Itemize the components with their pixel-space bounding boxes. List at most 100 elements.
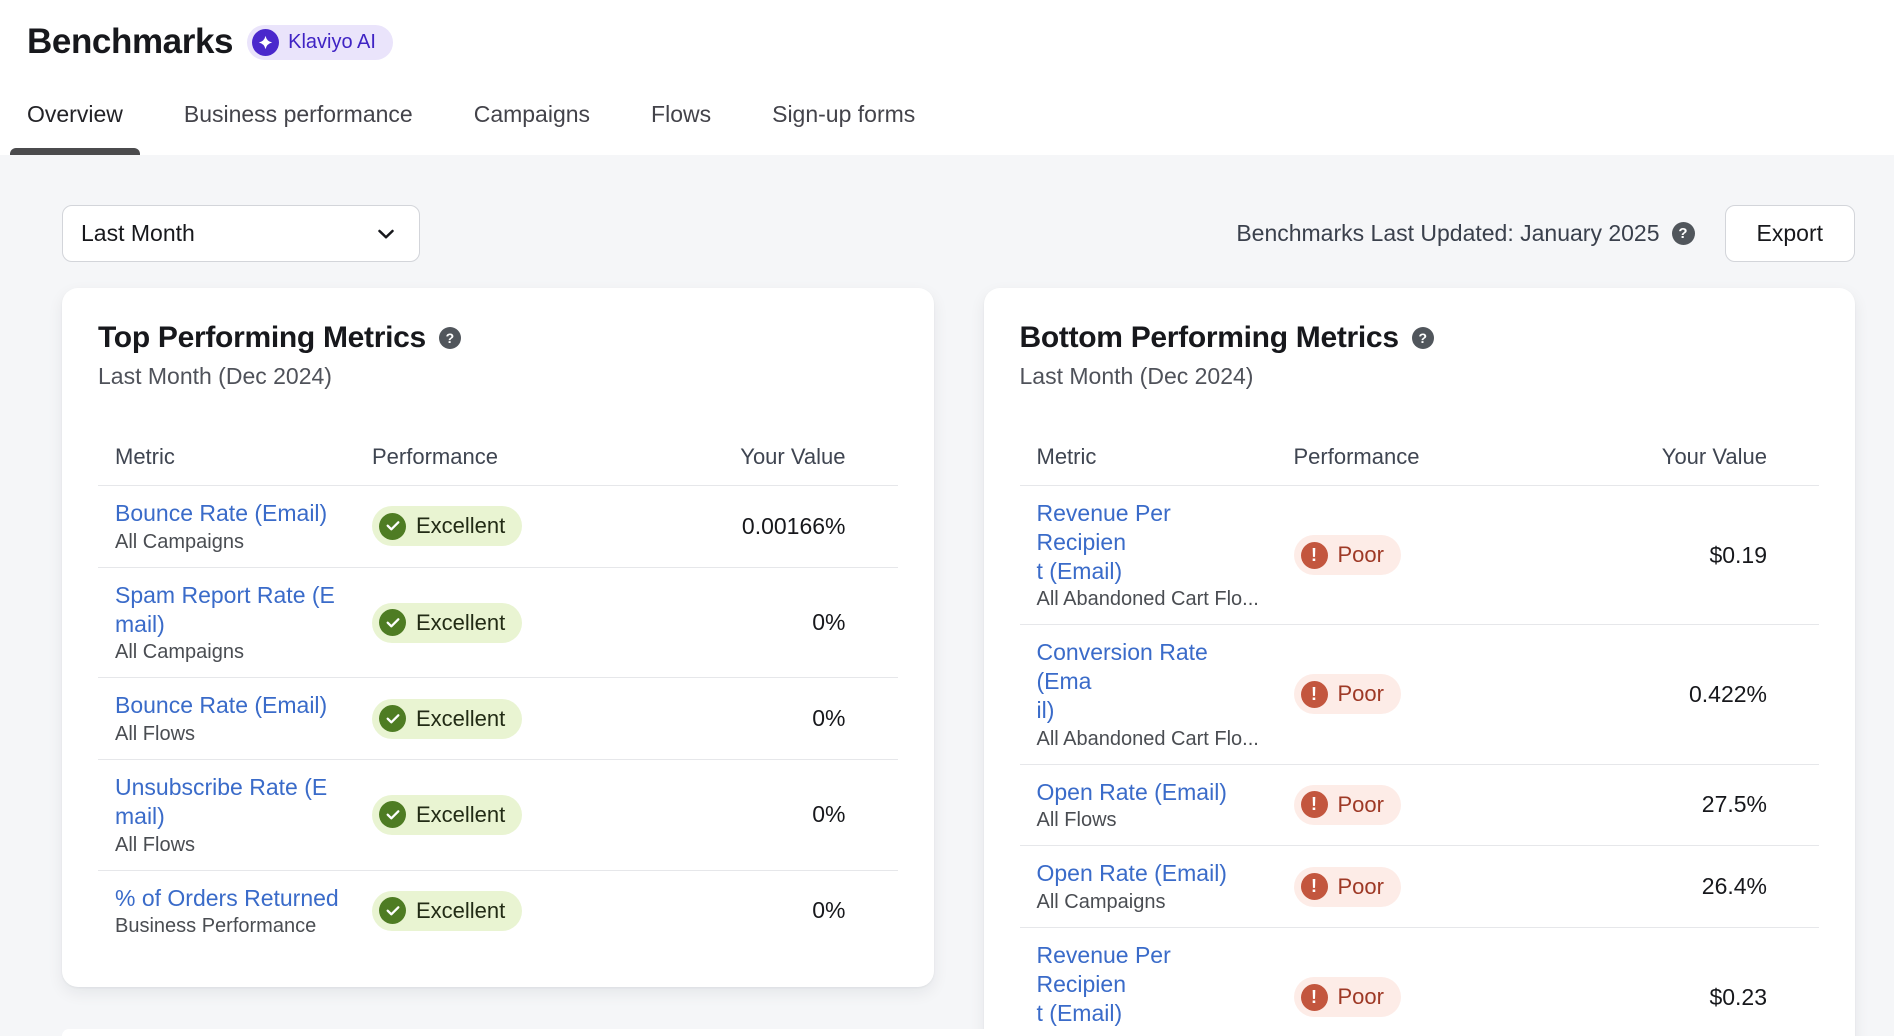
metric-value: 0.00166%: [741, 512, 846, 539]
metric-context: All Campaigns: [115, 530, 244, 553]
exclamation-circle-icon: !: [1300, 873, 1328, 901]
toolbar: Last Month Benchmarks Last Updated: Janu…: [62, 205, 1855, 262]
performance-label: Poor: [1337, 791, 1384, 817]
performance-badge: Excellent: [372, 890, 523, 931]
page-body: Last Month Benchmarks Last Updated: Janu…: [0, 155, 1894, 1036]
performance-cell: ! Poor: [1293, 977, 1580, 1018]
table-row: Open Rate (Email) All Flows ! Poor 27.5%: [1019, 765, 1819, 847]
tab-overview[interactable]: Overview: [10, 101, 140, 155]
metric-value: $0.23: [1709, 983, 1767, 1010]
metrics-cards: Top Performing Metrics? Last Month (Dec 2…: [62, 288, 1855, 1036]
tab-business-performance[interactable]: Business performance: [167, 101, 430, 155]
metric-value: 27.5%: [1701, 791, 1767, 818]
check-circle-icon: [379, 705, 406, 733]
card-title: Bottom Performing Metrics: [1019, 321, 1400, 354]
question-mark-icon[interactable]: ?: [1411, 327, 1434, 349]
question-mark-icon[interactable]: ?: [438, 327, 461, 349]
export-button[interactable]: Export: [1724, 205, 1855, 262]
card-subtitle: Last Month (Dec 2024): [98, 363, 332, 389]
metric-cell: Revenue Per Recipien t (Email) All Abando…: [1020, 499, 1294, 611]
metrics-table: Metric Performance Your Value Bounce Rate (…: [98, 444, 898, 951]
exclamation-circle-icon: !: [1300, 541, 1328, 569]
performance-cell: ! Poor: [1293, 866, 1580, 907]
exclamation-circle-icon: !: [1300, 983, 1328, 1011]
performance-cell: Excellent: [372, 794, 658, 835]
performance-badge: ! Poor: [1293, 977, 1401, 1018]
metric-context: All Flows: [115, 723, 196, 745]
period-dropdown[interactable]: Last Month: [62, 205, 420, 262]
tab-flows[interactable]: Flows: [634, 101, 728, 155]
performance-badge: ! Poor: [1293, 535, 1401, 576]
metric-context: All Flows: [1036, 809, 1117, 832]
card-title-row: Bottom Performing Metrics?: [1020, 321, 1820, 355]
table-row: Conversion Rate (Ema il) All Abandoned Ca…: [1019, 625, 1819, 765]
metric-link[interactable]: Unsubscribe Rate (E mail): [115, 774, 328, 829]
metric-link[interactable]: % of Orders Returned: [115, 884, 339, 911]
metric-context: All Campaigns: [1036, 891, 1166, 913]
page-header: Benchmarks Klaviyo AI Overview Business p…: [0, 0, 1894, 155]
metric-cell: Revenue Per Recipien t (Email)All Flows: [1020, 941, 1294, 1036]
klaviyo-ai-label: Klaviyo AI: [288, 30, 376, 53]
check-circle-icon: [379, 512, 406, 540]
performance-badge: Excellent: [372, 602, 523, 643]
metric-cell: Spam Report Rate (E mail) All Campaigns: [98, 581, 372, 665]
performance-label: Poor: [1337, 984, 1384, 1010]
performance-label: Poor: [1337, 873, 1384, 899]
metric-value: 0%: [812, 801, 846, 828]
metric-context: All Campaigns: [115, 641, 244, 664]
table-header: Metric Performance Your Value: [1019, 444, 1819, 486]
metric-link[interactable]: Open Rate (Email): [1036, 778, 1227, 805]
table-header: Metric Performance Your Value: [98, 444, 898, 486]
table-row: Spam Report Rate (E mail) All Campaigns Ex…: [98, 568, 898, 679]
performance-badge: Excellent: [372, 794, 523, 835]
table-row: Revenue Per Recipien t (Email)All Flows!…: [1020, 928, 1820, 1036]
metric-value: 0.422%: [1688, 680, 1767, 707]
page-title: Benchmarks: [27, 22, 234, 61]
table-row: Unsubscribe Rate (E mail) All Flows Excell…: [98, 760, 898, 871]
last-updated-text: Benchmarks Last Updated: January 2025: [1236, 220, 1660, 246]
metric-link[interactable]: Spam Report Rate (E mail): [115, 581, 335, 637]
performance-cell: ! Poor: [1293, 784, 1580, 825]
metric-link[interactable]: Revenue Per Recipien t (Email): [1036, 942, 1171, 1026]
column-header-metric: Metric: [115, 444, 175, 469]
performance-label: Excellent: [416, 801, 506, 827]
column-header-performance: Performance: [372, 444, 498, 469]
check-circle-icon: [379, 897, 406, 925]
performance-badge: ! Poor: [1293, 866, 1401, 907]
column-header-your-value: Your Value: [1661, 444, 1767, 469]
metric-link[interactable]: Bounce Rate (Email): [115, 692, 328, 719]
performance-cell: Excellent: [372, 698, 658, 739]
metric-link[interactable]: Revenue Per Recipien t (Email): [1036, 500, 1171, 584]
performance-label: Poor: [1337, 542, 1384, 568]
tab-campaigns[interactable]: Campaigns: [457, 101, 607, 155]
klaviyo-ai-badge[interactable]: Klaviyo AI: [247, 24, 393, 60]
metric-link[interactable]: Open Rate (Email): [1036, 860, 1227, 887]
question-mark-icon[interactable]: ?: [1671, 222, 1695, 245]
metric-value: 0%: [812, 705, 846, 732]
performance-cell: Excellent: [372, 602, 658, 643]
period-dropdown-value: Last Month: [81, 220, 195, 246]
card-title: Top Performing Metrics: [98, 321, 426, 354]
metric-cell: Bounce Rate (Email) All Flows: [98, 691, 372, 746]
metric-link[interactable]: Bounce Rate (Email): [115, 500, 328, 526]
metric-context: Business Performance: [115, 915, 317, 938]
card-subtitle: Last Month (Dec 2024): [1019, 363, 1254, 389]
table-row: Bounce Rate (Email) All Flows Excellent 0%: [98, 678, 898, 760]
performance-label: Excellent: [416, 609, 506, 635]
metric-cell: Open Rate (Email) All Flows: [1020, 778, 1294, 833]
next-card-top-edge: [62, 1029, 1855, 1036]
metric-link[interactable]: Conversion Rate (Ema il): [1036, 639, 1208, 723]
tab-bar: Overview Business performance Campaigns Flo…: [10, 101, 932, 155]
tab-sign-up-forms[interactable]: Sign-up forms: [755, 101, 932, 155]
metric-context: All Flows: [115, 833, 196, 856]
performance-badge: Excellent: [372, 506, 523, 547]
performance-label: Poor: [1337, 681, 1384, 707]
table-row: Open Rate (Email) All Campaigns! Poor 26.4%: [1019, 846, 1819, 928]
metric-cell: Conversion Rate (Ema il) All Abandoned Ca…: [1020, 638, 1294, 750]
metric-value: 26.4%: [1701, 873, 1767, 900]
metrics-table: Metric Performance Your Value Revenue Per R…: [1019, 444, 1820, 1036]
performance-cell: ! Poor: [1293, 674, 1580, 715]
metric-cell: % of Orders Returned Business Performance: [98, 884, 372, 939]
column-header-metric: Metric: [1036, 444, 1097, 469]
